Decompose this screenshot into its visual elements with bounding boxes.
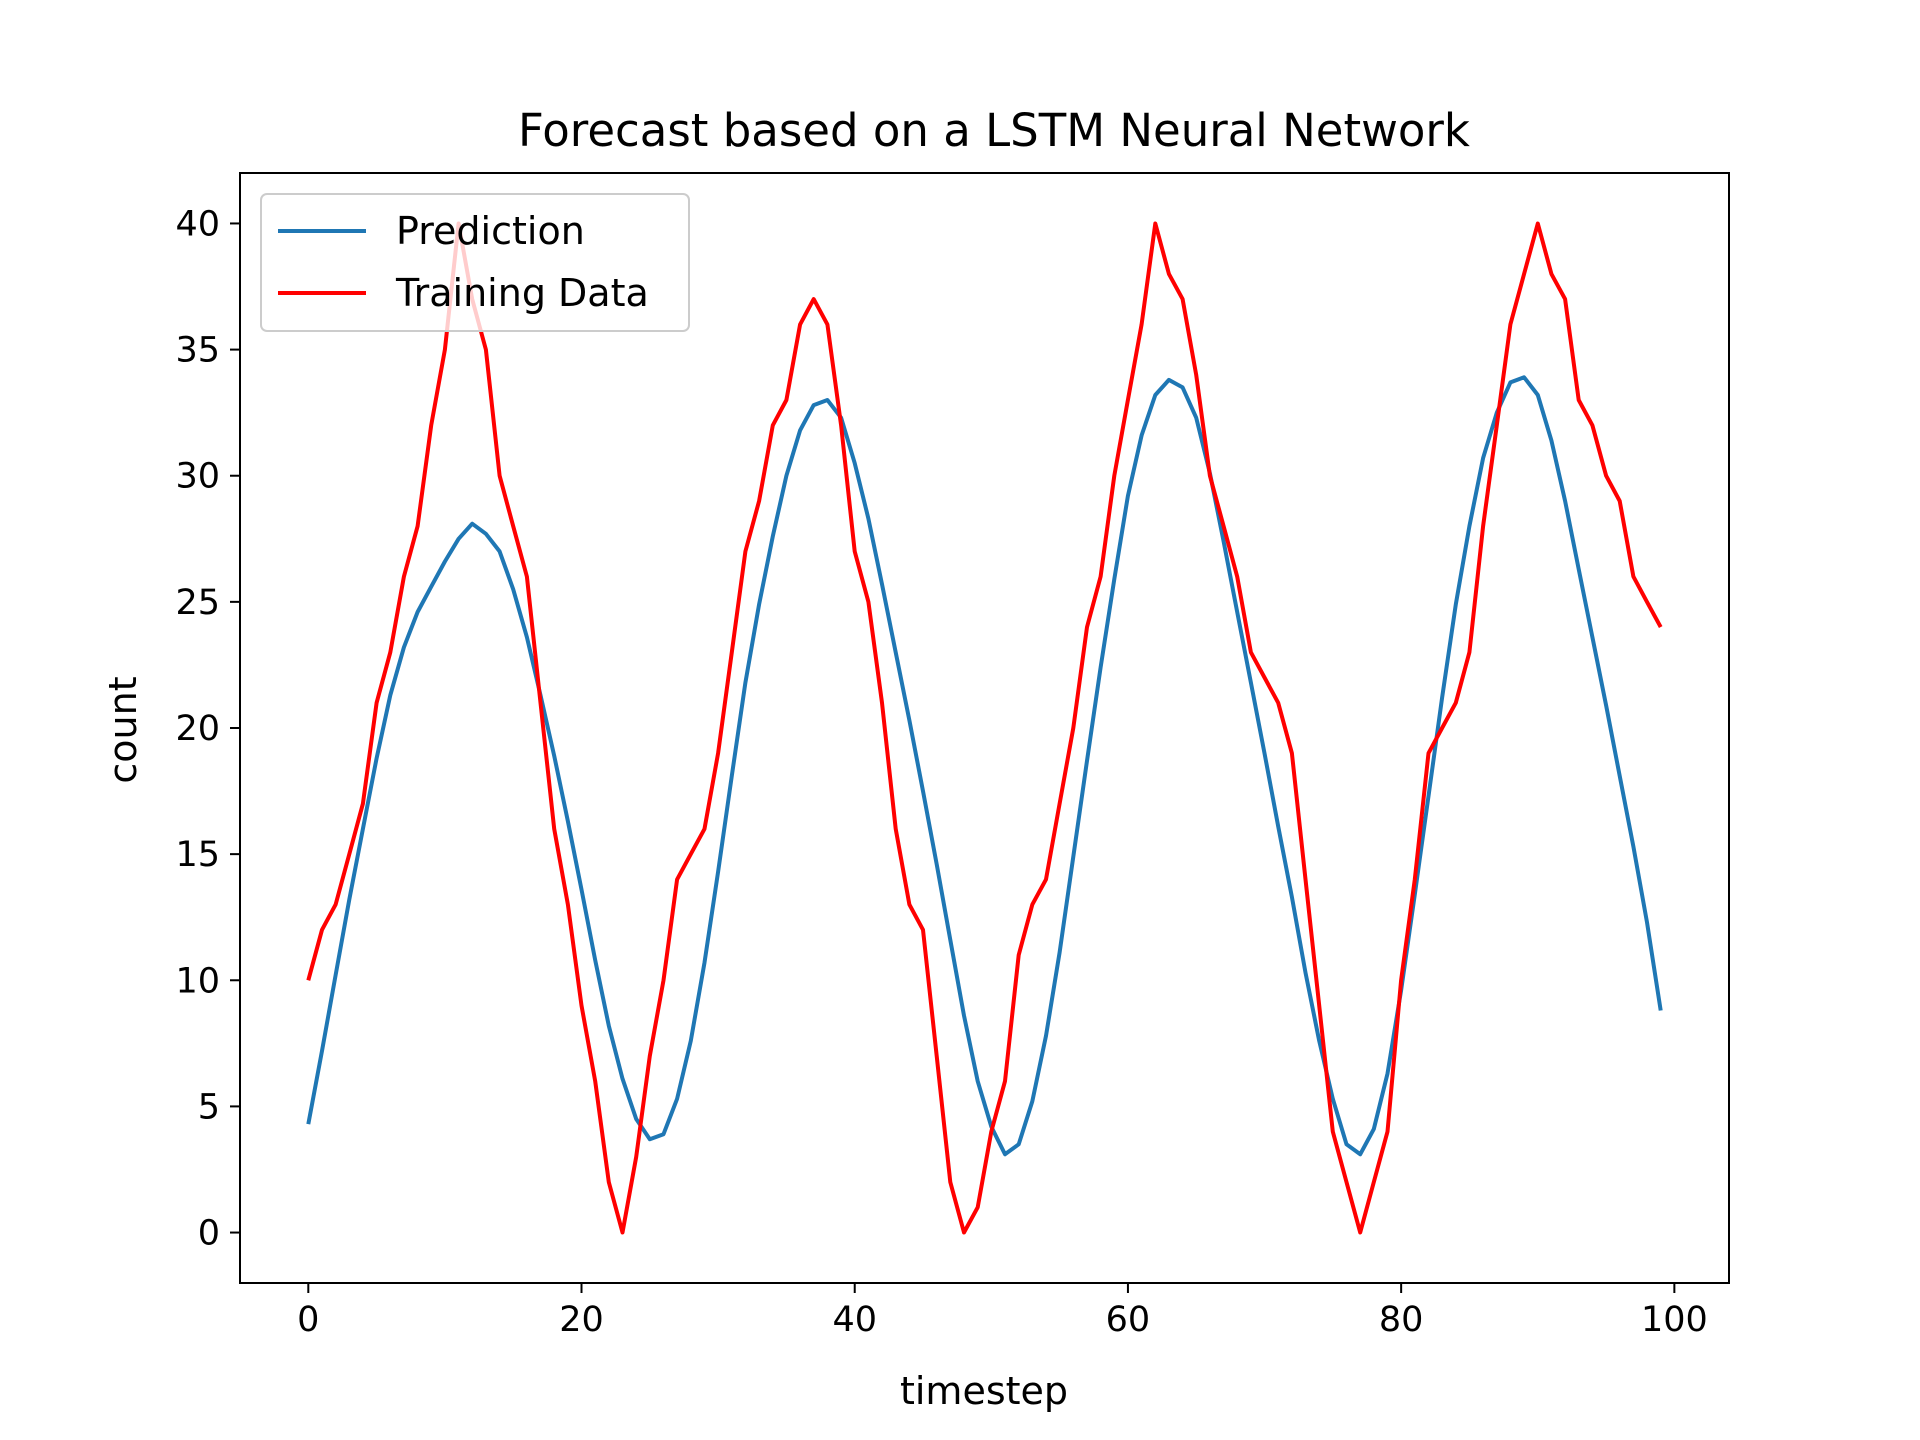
legend-label-training-data: Training Data [395, 271, 649, 315]
y-tick-label: 0 [198, 1214, 220, 1254]
series-line-training-data [306, 221, 1663, 1235]
y-tick-label: 25 [175, 583, 220, 623]
legend-box [260, 193, 690, 332]
chart-title: Forecast based on a LSTM Neural Network [518, 104, 1470, 157]
x-axis-title: timestep [900, 1369, 1068, 1413]
series-lines [306, 221, 1663, 1235]
plot-frame [239, 172, 1730, 1284]
x-tick-label: 40 [832, 1300, 877, 1340]
series-line-prediction [306, 375, 1663, 1157]
plot-background [240, 173, 1729, 1283]
y-tick-label: 5 [198, 1087, 220, 1127]
y-axis-ticks: 0 5 10 15 20 25 30 35 40 [175, 204, 240, 1254]
x-axis-ticks: 0 20 40 60 80 100 [297, 1283, 1708, 1340]
y-tick-label: 30 [175, 457, 220, 497]
plot-area: 0 20 40 60 80 100 0 5 10 15 20 25 30 35 40 [175, 172, 1730, 1340]
y-tick-label: 10 [175, 961, 220, 1001]
y-axis-title: count [101, 676, 145, 783]
x-tick-label: 80 [1379, 1300, 1424, 1340]
x-tick-label: 60 [1106, 1300, 1151, 1340]
legend: Prediction Training Data [260, 193, 690, 332]
legend-label-prediction: Prediction [396, 209, 585, 253]
y-tick-label: 40 [175, 204, 220, 244]
y-tick-label: 15 [175, 835, 220, 875]
y-tick-label: 35 [175, 331, 220, 371]
x-tick-label: 100 [1641, 1300, 1708, 1340]
x-tick-label: 0 [297, 1300, 319, 1340]
x-tick-label: 20 [559, 1300, 604, 1340]
y-tick-label: 20 [175, 709, 220, 749]
